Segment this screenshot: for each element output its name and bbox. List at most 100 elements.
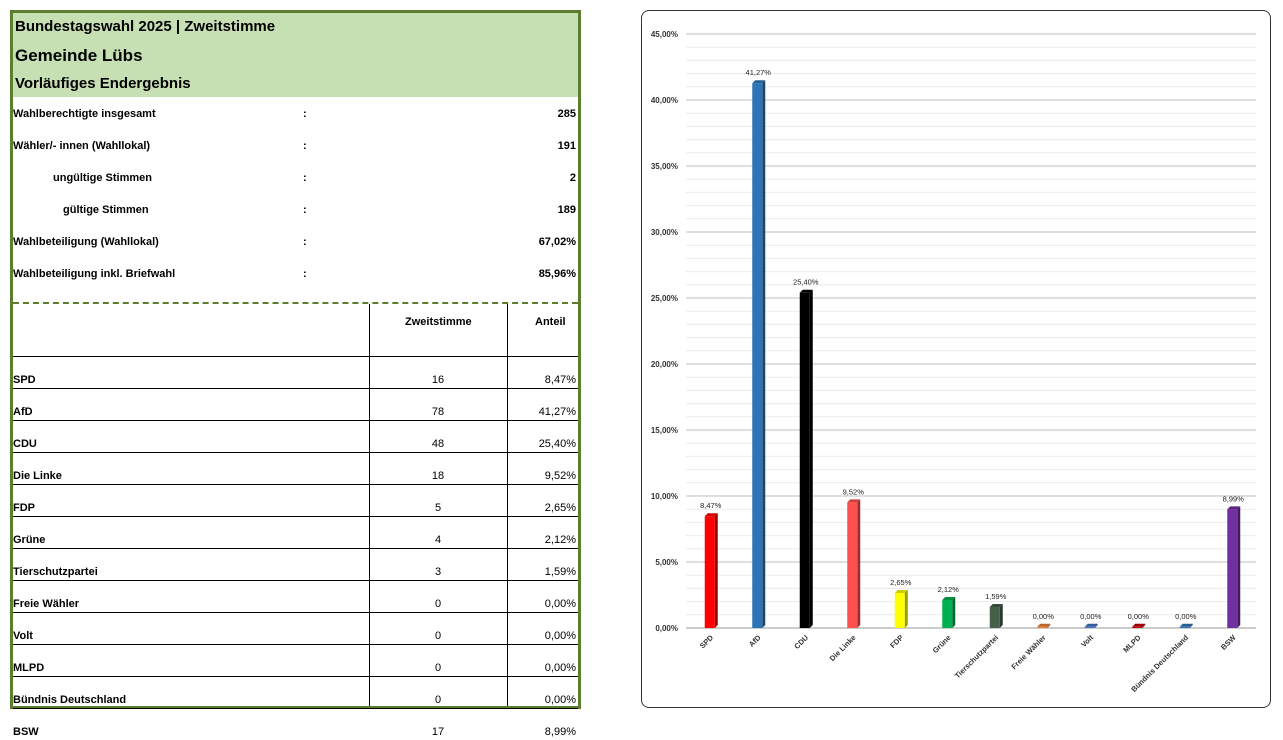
party-name: MLPD (13, 662, 45, 674)
stat-colon: : (303, 268, 307, 280)
stat-label: Wähler/- innen (Wahllokal) (13, 140, 151, 152)
data-label: 0,00% (1175, 612, 1197, 621)
party-name: Freie Wähler (13, 598, 80, 610)
municipality-name: Gemeinde Lübs (15, 46, 143, 65)
party-share: 0,00% (544, 598, 576, 610)
bar-side (1047, 623, 1051, 628)
party-share: 0,00% (544, 662, 576, 674)
bar-top (1132, 623, 1146, 627)
stat-label: Wahlberechtigte insgesamt (13, 108, 156, 120)
data-label: 9,52% (843, 487, 865, 496)
party-share: 8,99% (544, 726, 576, 738)
stat-row: Wahlberechtigte insgesamt: 285 (13, 99, 578, 131)
bar-front (942, 600, 953, 628)
y-tick-label: 20,00% (651, 360, 678, 369)
y-tick-label: 5,00% (655, 558, 678, 567)
y-tick-label: 45,00% (651, 30, 678, 39)
stat-row: Wahlbeteiligung (Wahllokal): 67,02% (13, 227, 578, 259)
table-row: Freie Wähler 0 0,00% (13, 581, 578, 613)
stat-value: 2 (569, 172, 576, 184)
x-tick-label: Volt (1079, 633, 1095, 649)
bar-side (1237, 506, 1241, 628)
y-tick-label: 10,00% (651, 492, 678, 501)
party-votes: 5 (434, 502, 442, 514)
bar (704, 513, 718, 628)
stat-row: Wähler/- innen (Wahllokal): 191 (13, 131, 578, 163)
bar-top (799, 289, 813, 293)
bar-chart: 0,00% 5,00% 10,00% 15,00% 20,00% 25,00% 30,00%… (651, 30, 1256, 694)
party-name: Tierschutzpartei (13, 566, 98, 578)
data-label: 25,40% (793, 278, 819, 287)
party-votes: 0 (434, 630, 442, 642)
turnout-stats: Wahlberechtigte insgesamt: 285 Wähler/- in… (13, 97, 578, 305)
results-sheet: Bundestagswahl 2025 | Zweitstimme Gemein… (10, 10, 581, 738)
table-row: Volt 0 0,00% (13, 613, 578, 645)
bar (942, 597, 956, 628)
stat-row: gültige Stimmen: 189 (13, 195, 578, 227)
data-label: 8,47% (700, 501, 722, 510)
stat-colon: : (303, 108, 307, 120)
party-name: FDP (13, 502, 35, 514)
bar-side (809, 289, 813, 628)
bar (1179, 623, 1193, 628)
bar (847, 499, 861, 628)
party-name: CDU (13, 438, 37, 450)
table-row: BSW 17 8,99% (13, 709, 578, 740)
data-label: 8,99% (1223, 494, 1245, 503)
y-tick-label: 35,00% (651, 162, 678, 171)
bar (989, 604, 1003, 628)
party-votes: 17 (431, 726, 445, 738)
x-tick-label: SPD (698, 633, 716, 651)
party-votes: 0 (434, 694, 442, 706)
bar-top (752, 80, 766, 84)
table-row: Grüne 4 2,12% (13, 517, 578, 549)
bar (1037, 623, 1051, 628)
bar-side (904, 590, 908, 628)
chart-panel: 0,00% 5,00% 10,00% 15,00% 20,00% 25,00% 30,00%… (641, 10, 1271, 708)
bar-top (847, 499, 861, 503)
column-header-votes: Zweitstimme (405, 316, 472, 328)
party-name: BSW (13, 726, 39, 738)
party-share: 41,27% (538, 406, 576, 418)
party-votes: 18 (431, 470, 445, 482)
stat-row: Wahlbeteiligung inkl. Briefwahl: 85,96% (13, 259, 578, 291)
table-row: CDU 48 25,40% (13, 421, 578, 453)
bar-front (894, 593, 905, 628)
bar-front (704, 516, 715, 628)
data-label: 1,59% (985, 592, 1007, 601)
bar-front (752, 83, 763, 628)
section-divider (13, 302, 578, 304)
table-header: Zweitstimme Anteil (13, 304, 578, 357)
party-share: 0,00% (544, 630, 576, 642)
party-share: 2,12% (544, 534, 576, 546)
table-row: Die Linke 18 9,52% (13, 453, 578, 485)
party-share: 8,47% (544, 374, 576, 386)
stat-label: Wahlbeteiligung (Wahllokal) (13, 236, 159, 248)
party-share: 1,59% (544, 566, 576, 578)
party-votes: 3 (434, 566, 442, 578)
bar-front (847, 502, 858, 628)
y-tick-label: 25,00% (651, 294, 678, 303)
x-tick-label: Freie Wähler (1009, 633, 1047, 671)
sheet-header: Bundestagswahl 2025 | Zweitstimme Gemein… (13, 13, 578, 97)
party-share: 2,65% (544, 502, 576, 514)
y-tick-label: 0,00% (655, 624, 678, 633)
table-row: Tierschutzpartei 3 1,59% (13, 549, 578, 581)
x-tick-label: AfD (747, 633, 763, 649)
stat-row: ungültige Stimmen: 2 (13, 163, 578, 195)
x-tick-label: BSW (1219, 632, 1238, 651)
table-body: SPD 16 8,47% AfD 78 41,27% CDU 48 25,40% Die Link… (13, 357, 578, 740)
bar-side (1094, 623, 1098, 628)
bar-front (1084, 626, 1095, 628)
party-name: Die Linke (13, 470, 62, 482)
bar-top (1084, 623, 1098, 627)
party-name: SPD (13, 374, 36, 386)
bar-top (942, 597, 956, 601)
bar-side (714, 513, 718, 628)
election-title: Bundestagswahl 2025 | Zweitstimme (15, 18, 276, 35)
party-votes: 4 (434, 534, 442, 546)
bar-top (1179, 623, 1193, 627)
bar-top (989, 604, 1003, 608)
party-votes: 0 (434, 662, 442, 674)
table-row: SPD 16 8,47% (13, 357, 578, 389)
